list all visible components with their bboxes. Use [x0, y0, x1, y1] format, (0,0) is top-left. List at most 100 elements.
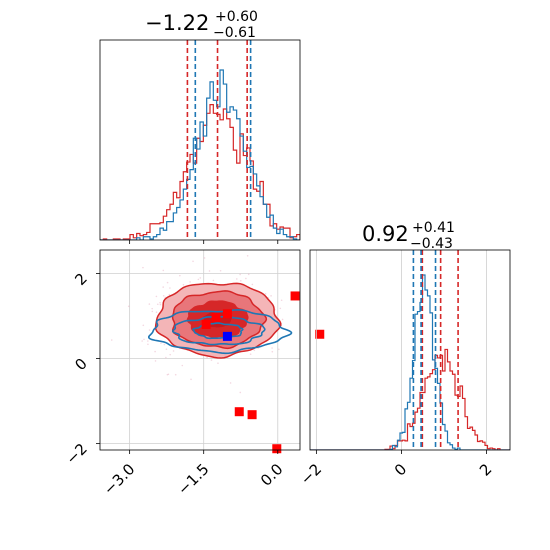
hist-top-blue-series	[100, 69, 300, 240]
scatter-sample-point	[162, 286, 164, 288]
scatter-sample-point	[166, 281, 169, 284]
scatter-sample-point	[251, 283, 254, 286]
scatter-sample-point	[239, 279, 242, 282]
scatter-sample-point	[141, 340, 143, 342]
scatter-sample-point	[219, 269, 222, 272]
panel-right-title-plus: +0.41	[412, 220, 455, 236]
scatter-sample-point	[181, 364, 184, 367]
scatter-sample-point	[154, 350, 156, 353]
scatter-sample-point	[271, 350, 274, 353]
hist-right-x-tick-label: 2	[476, 460, 495, 479]
scatter-y-tick-label: 0	[71, 355, 90, 374]
scatter-sample-point	[127, 305, 130, 308]
scatter-sample-point	[210, 359, 213, 361]
scatter-sample-point	[163, 343, 166, 346]
scatter-sample-point	[281, 318, 284, 321]
scatter-sample-point	[192, 260, 194, 263]
scatter-sample-point	[179, 274, 181, 277]
scatter-marker-red	[211, 312, 221, 322]
scatter-sample-point	[246, 254, 249, 257]
scatter-marker-red	[315, 329, 325, 339]
scatter-sample-point	[142, 266, 144, 269]
panel-right-frame	[309, 249, 511, 451]
scatter-sample-point	[280, 299, 283, 302]
scatter-sample-point	[271, 347, 273, 349]
scatter-sample-point	[169, 353, 172, 356]
scatter-sample-point	[174, 373, 177, 376]
scatter-sample-point	[217, 362, 219, 365]
scatter-sample-point	[279, 307, 282, 310]
panel-top-frame	[99, 39, 301, 241]
scatter-sample-point	[253, 349, 256, 352]
scatter-sample-point	[168, 293, 171, 296]
panel-right-title-value: 0.92	[362, 222, 409, 246]
scatter-sample-point	[172, 350, 175, 352]
panel-2d-scatter: −3.0 −1.5 0.0 −2 0 2	[62, 249, 325, 499]
scatter-sample-point	[203, 257, 206, 259]
contour-blue-level-1	[147, 308, 293, 355]
contour-blue-level-2	[171, 315, 266, 346]
scatter-sample-point	[159, 303, 162, 306]
scatter-sample-point	[143, 338, 145, 341]
scatter-x-tick-label: 0.0	[257, 460, 287, 490]
scatter-marker-red	[247, 410, 257, 420]
panel-top-title: −1.22	[145, 11, 209, 35]
hist-right-x-tick-label: 0	[391, 460, 410, 479]
scatter-sample-point	[197, 278, 200, 281]
scatter-sample-point	[159, 301, 161, 304]
scatter-sample-point	[169, 287, 171, 289]
scatter-sample-point	[247, 273, 250, 276]
scatter-sample-point	[162, 269, 165, 272]
hist-right-blue-series	[310, 274, 510, 450]
scatter-sample-point	[208, 270, 211, 272]
scatter-sample-point	[304, 313, 306, 315]
scatter-sample-point	[162, 295, 165, 297]
scatter-sample-point	[148, 303, 151, 305]
scatter-sample-point	[270, 295, 272, 297]
scatter-sample-point	[147, 343, 149, 346]
scatter-sample-point	[155, 295, 158, 298]
scatter-sample-point	[160, 342, 162, 344]
hist-right-x-tick-label: −2	[297, 460, 325, 488]
scatter-sample-point	[142, 324, 145, 327]
scatter-marker-blue	[222, 331, 232, 341]
scatter-sample-point	[110, 339, 113, 341]
scatter-sample-point	[147, 340, 149, 342]
scatter-sample-point	[199, 277, 202, 279]
scatter-sample-point	[190, 378, 192, 381]
scatter-sample-point	[148, 329, 151, 331]
scatter-sample-point	[239, 391, 242, 394]
panel-top-title-minus: −0.61	[213, 25, 256, 41]
scatter-sample-point	[249, 353, 252, 356]
scatter-sample-point	[239, 273, 241, 276]
scatter-sample-point	[155, 311, 158, 313]
scatter-sample-point	[189, 281, 191, 283]
scatter-sample-point	[264, 293, 267, 295]
scatter-sample-point	[154, 360, 157, 362]
scatter-sample-point	[156, 303, 159, 306]
scatter-sample-point	[229, 382, 232, 384]
scatter-sample-point	[312, 332, 314, 334]
scatter-sample-point	[212, 279, 215, 282]
scatter-marker-red	[290, 291, 300, 301]
hist-right-red-series	[310, 348, 510, 450]
scatter-marker-red	[222, 309, 232, 319]
panel-2d-frame	[99, 249, 301, 451]
scatter-x-tick-label: −3.0	[100, 460, 138, 498]
panel-top-title-plus: +0.60	[215, 9, 258, 25]
scatter-marker-red	[234, 407, 244, 417]
scatter-sample-point	[182, 283, 185, 286]
panel-right-title-minus: −0.43	[410, 236, 453, 252]
scatter-sample-point	[206, 356, 208, 359]
scatter-sample-point	[151, 307, 153, 310]
scatter-sample-point	[166, 373, 169, 376]
scatter-sample-point	[306, 323, 308, 325]
scatter-sample-point	[165, 356, 167, 359]
scatter-sample-point	[245, 277, 247, 280]
scatter-marker-red	[272, 444, 282, 454]
scatter-y-tick-label: −2	[62, 440, 90, 468]
scatter-sample-point	[236, 278, 238, 280]
panel-top-histogram: −1.22 +0.60 −0.61	[99, 9, 301, 244]
panel-top-title-value: −1.22	[145, 11, 209, 35]
